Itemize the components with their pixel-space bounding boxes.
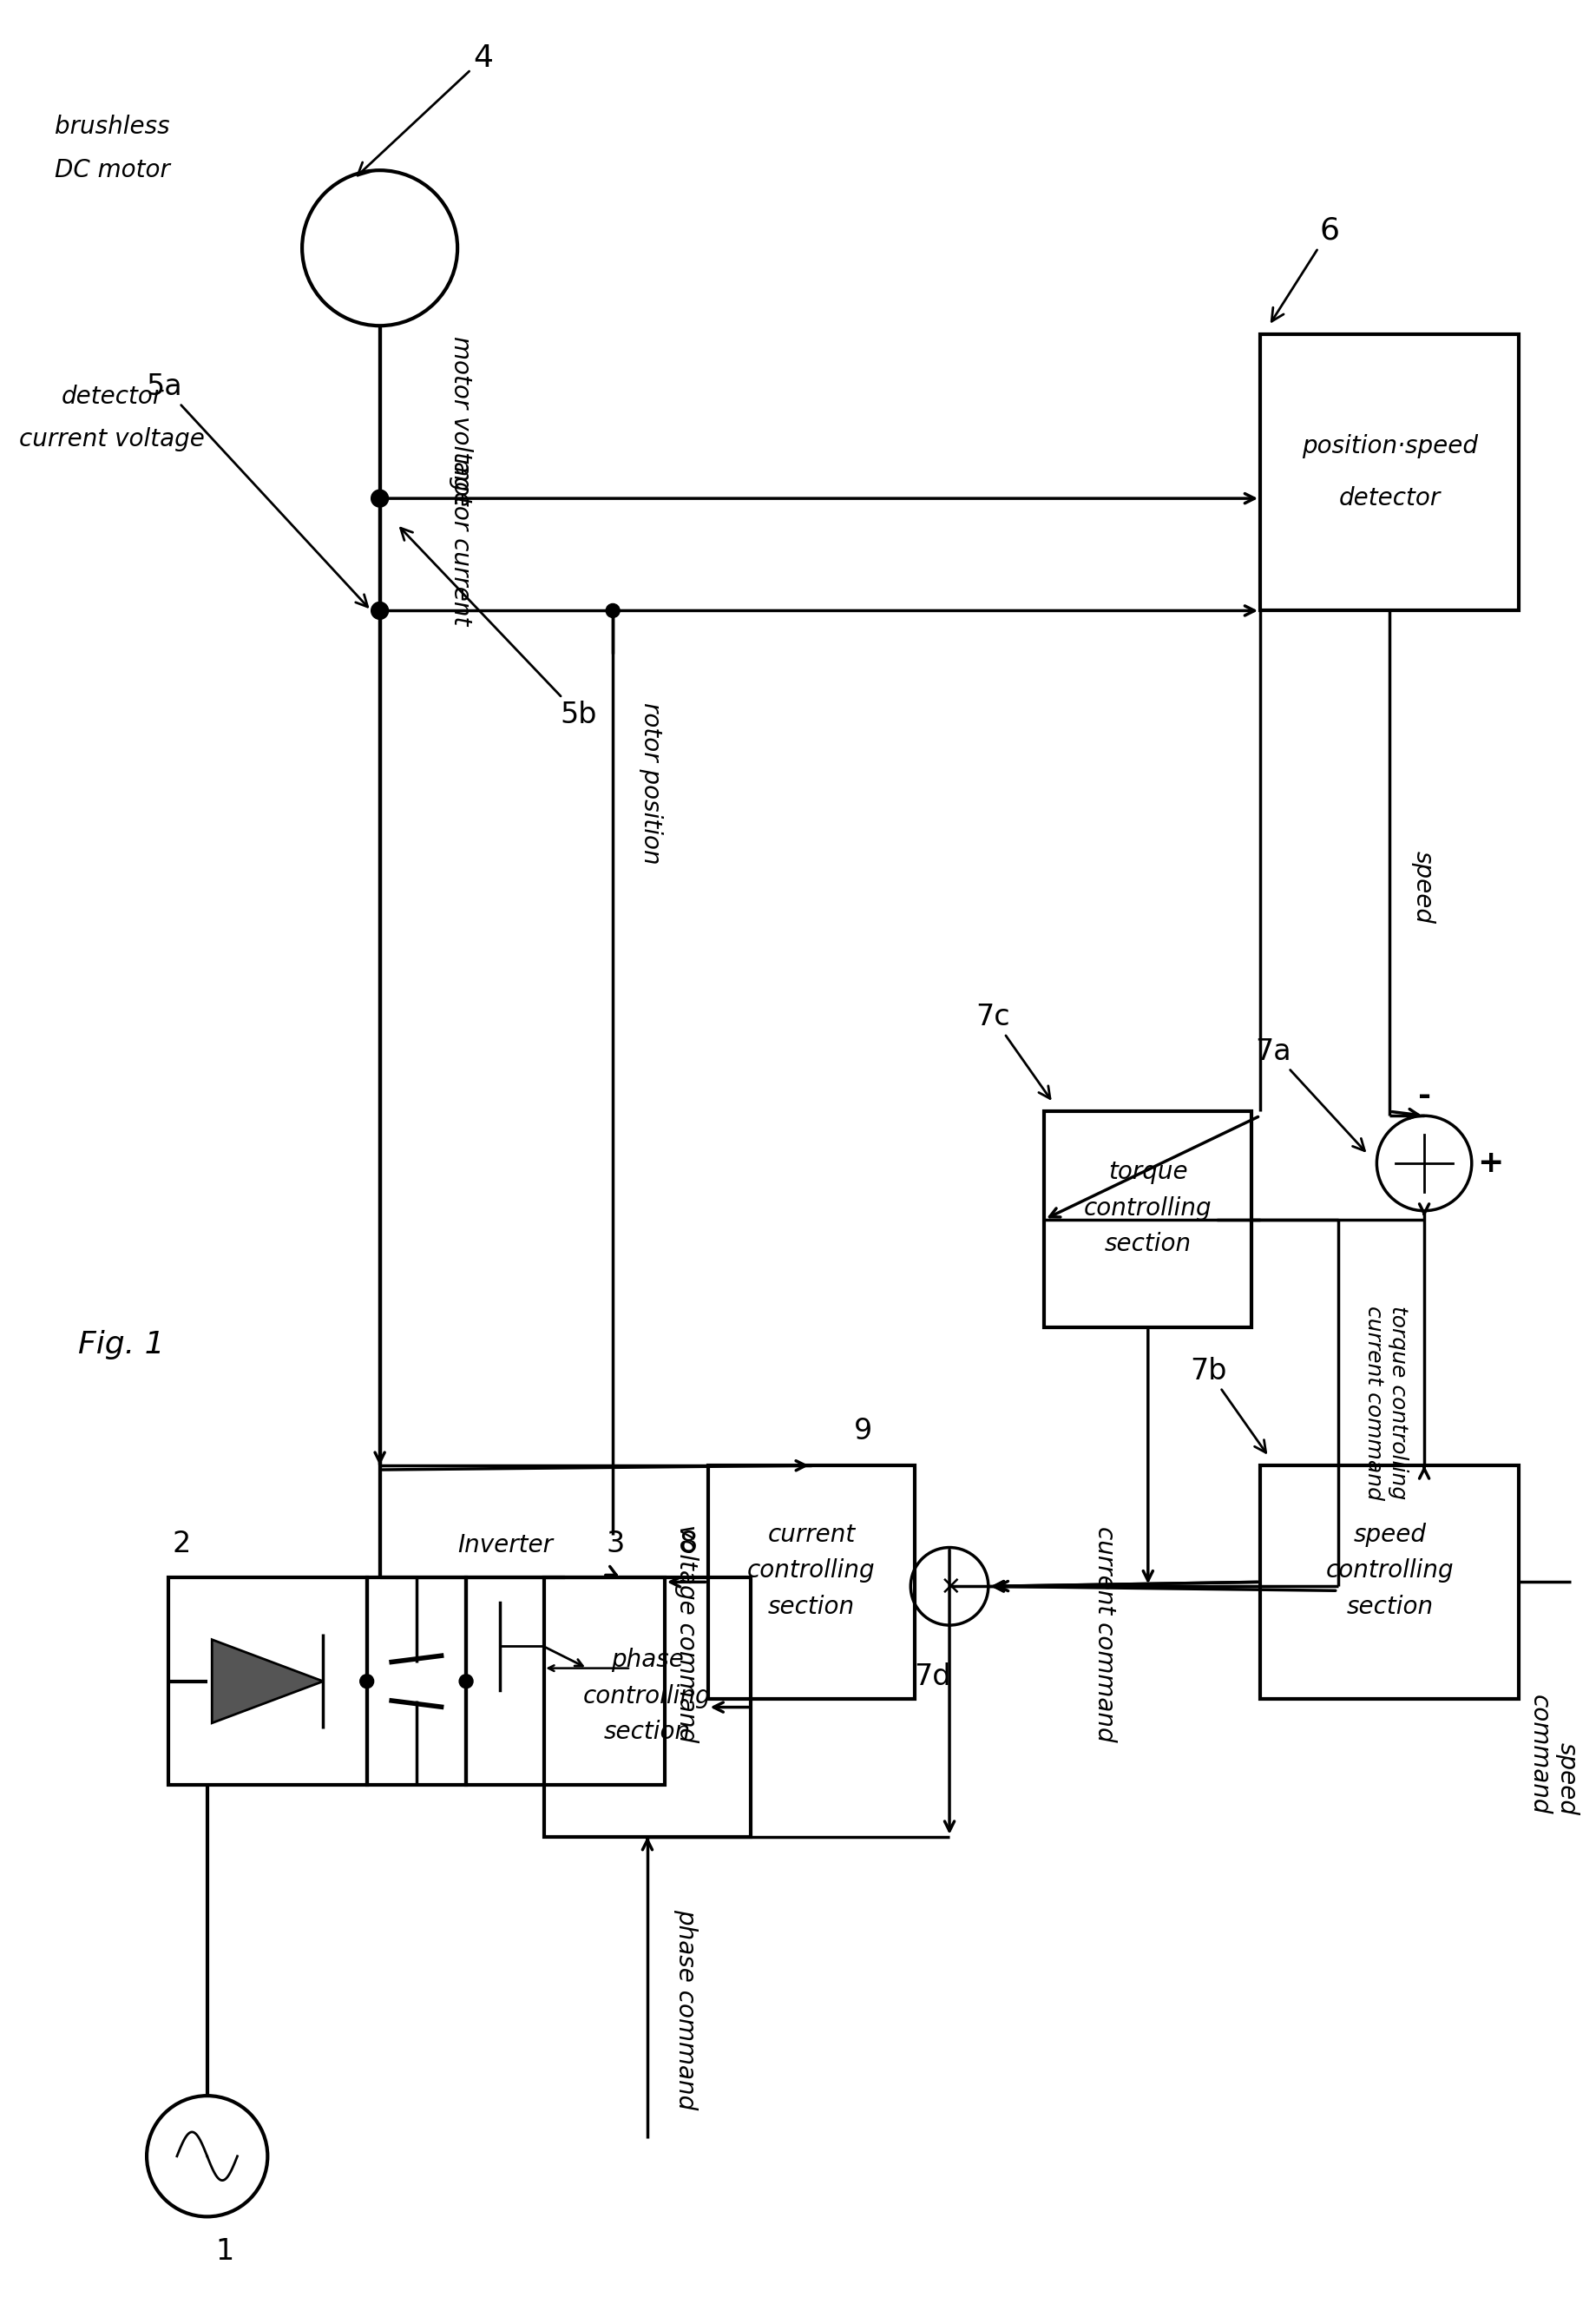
Text: position·speed: position·speed	[1301, 436, 1476, 459]
Text: controlling: controlling	[583, 1684, 712, 1708]
Text: section: section	[768, 1594, 854, 1620]
Bar	[544, 1578, 750, 1837]
Text: 9: 9	[854, 1418, 871, 1446]
Circle shape	[370, 602, 388, 619]
Text: speed
command: speed command	[1526, 1694, 1578, 1814]
Text: detector: detector	[61, 385, 163, 408]
Text: controlling: controlling	[1325, 1559, 1452, 1583]
Text: brushless: brushless	[54, 116, 169, 139]
Text: 8: 8	[680, 1529, 697, 1557]
Text: current voltage: current voltage	[19, 429, 204, 452]
Text: Inverter: Inverter	[456, 1532, 552, 1557]
Text: 1: 1	[215, 2238, 233, 2266]
Text: current command: current command	[1092, 1527, 1116, 1742]
Text: section: section	[1345, 1594, 1432, 1620]
Text: voltage command: voltage command	[674, 1525, 697, 1742]
Text: torque controlling
current command: torque controlling current command	[1363, 1304, 1408, 1499]
Text: -: -	[1417, 1082, 1430, 1112]
Circle shape	[370, 489, 388, 507]
Text: controlling: controlling	[1084, 1196, 1211, 1221]
Text: 7a: 7a	[1254, 1038, 1365, 1152]
Text: phase command: phase command	[674, 1909, 697, 2111]
Text: rotor position: rotor position	[638, 702, 662, 864]
Bar	[1259, 334, 1518, 612]
Text: detector: detector	[1337, 487, 1440, 510]
Text: 5b: 5b	[401, 528, 597, 730]
Text: 7c: 7c	[975, 1003, 1050, 1098]
Text: 6: 6	[1270, 215, 1339, 322]
Text: Fig. 1: Fig. 1	[78, 1330, 164, 1360]
Text: section: section	[603, 1719, 691, 1745]
Bar	[466, 1578, 664, 1784]
Bar	[367, 1578, 466, 1784]
Text: speed: speed	[1352, 1522, 1425, 1548]
Text: 2: 2	[172, 1529, 190, 1557]
Polygon shape	[212, 1640, 322, 1724]
Text: 4: 4	[358, 44, 493, 176]
Text: 7b: 7b	[1189, 1355, 1266, 1453]
Text: controlling: controlling	[747, 1559, 875, 1583]
Text: 7d: 7d	[913, 1664, 950, 1691]
Text: $\times$: $\times$	[938, 1573, 959, 1599]
Circle shape	[460, 1675, 472, 1689]
Text: 5a: 5a	[145, 373, 367, 607]
Text: current: current	[768, 1522, 855, 1548]
Text: 3: 3	[605, 1529, 624, 1557]
Text: motor current: motor current	[448, 459, 472, 626]
Bar	[707, 1464, 915, 1698]
Circle shape	[605, 605, 619, 619]
Text: phase: phase	[611, 1647, 683, 1673]
Circle shape	[359, 1675, 373, 1689]
Text: speed: speed	[1411, 850, 1435, 924]
Text: motor voltage: motor voltage	[448, 336, 472, 505]
Text: torque: torque	[1108, 1161, 1187, 1184]
Text: DC motor: DC motor	[54, 158, 169, 183]
Text: +: +	[1476, 1149, 1503, 1177]
Bar	[168, 1578, 367, 1784]
Bar	[1044, 1112, 1251, 1328]
Text: section: section	[1104, 1233, 1191, 1256]
Bar	[1259, 1464, 1518, 1698]
